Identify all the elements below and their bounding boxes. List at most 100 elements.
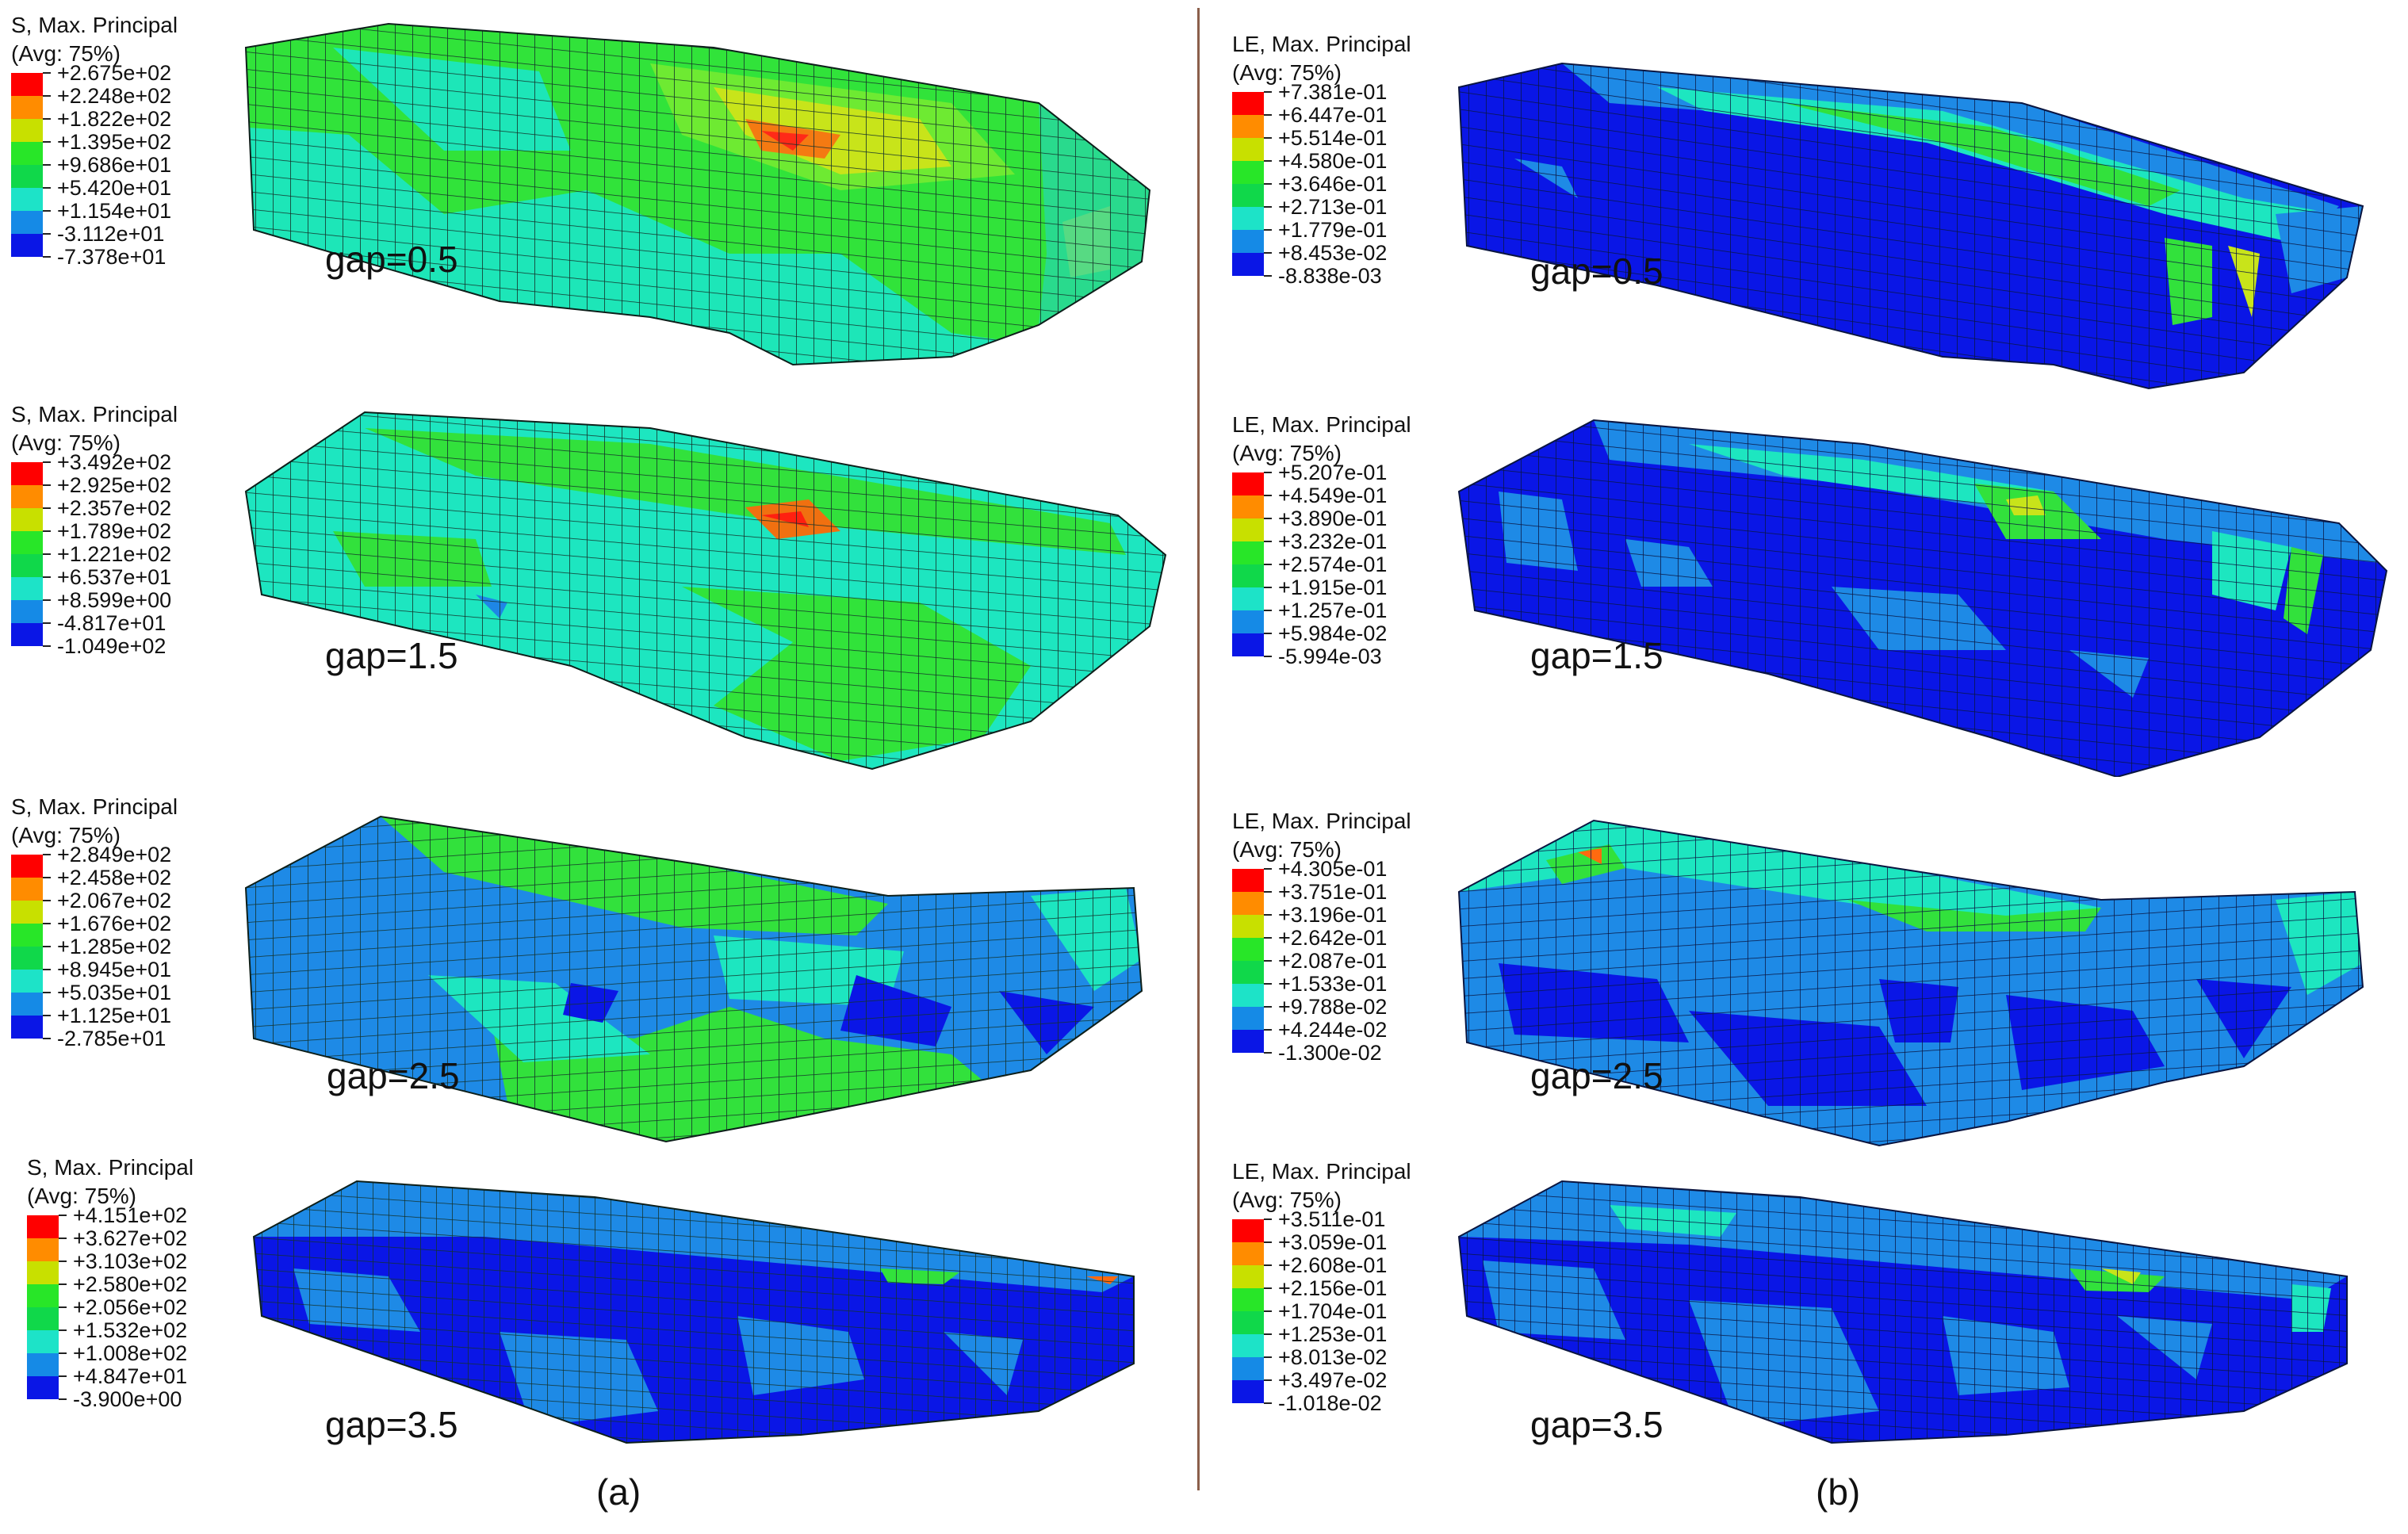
- legend-level-value: +1.676e+02: [57, 912, 172, 935]
- legend-level-value: +2.580e+02: [73, 1272, 188, 1296]
- legend-tick: [1264, 1287, 1272, 1289]
- legend-level-value: +1.915e-01: [1278, 576, 1388, 599]
- legend-level-value: +6.537e+01: [57, 565, 172, 589]
- legend-swatch: [11, 554, 43, 577]
- legend-level-value: +9.788e-02: [1278, 995, 1388, 1019]
- legend-tick: [59, 1260, 67, 1262]
- stress-contour-beam: [244, 411, 1167, 771]
- legend-level-value: +1.533e-01: [1278, 972, 1388, 996]
- legend-tick: [59, 1375, 67, 1377]
- legend-swatch: [11, 142, 43, 165]
- legend-swatch: [11, 878, 43, 901]
- legend-swatch: [27, 1353, 59, 1376]
- legend-swatch: [1232, 1334, 1264, 1357]
- legend-level-value: +3.627e+02: [73, 1226, 188, 1250]
- legend-tick: [43, 645, 51, 647]
- legend-swatch: [1232, 1007, 1264, 1030]
- legend-swatch: [11, 993, 43, 1016]
- legend-swatch: [27, 1284, 59, 1307]
- legend-level-value: +1.253e-01: [1278, 1322, 1388, 1346]
- legend-swatch: [1232, 1242, 1264, 1265]
- strain-contour-beam: [1457, 1180, 2348, 1444]
- legend-level-value: +1.532e+02: [73, 1318, 188, 1342]
- legend-swatch: [1232, 1288, 1264, 1311]
- legend-tick: [43, 187, 51, 189]
- color-scale: +2.675e+02 +2.248e+02 +1.822e+02 +1.395e+02…: [11, 63, 249, 268]
- legend-swatch: [11, 623, 43, 646]
- legend-swatch: [11, 901, 43, 924]
- legend-swatch: [11, 1016, 43, 1039]
- color-scale: +3.492e+02 +2.925e+02 +2.357e+02 +1.789e+02…: [11, 452, 249, 658]
- legend-avg: (Avg: 75%): [11, 430, 121, 455]
- legend-level-value: +3.751e-01: [1278, 880, 1388, 904]
- legend-tick: [59, 1215, 67, 1216]
- legend-level-value: +2.067e+02: [57, 889, 172, 912]
- legend-level-value: -4.817e+01: [57, 611, 167, 635]
- legend-tick: [43, 233, 51, 235]
- legend-tick: [59, 1352, 67, 1354]
- legend-tick: [1264, 914, 1272, 916]
- gap-label: gap=2.5: [1530, 1055, 1663, 1096]
- legend-swatch: [1232, 184, 1264, 207]
- legend-tick: [43, 484, 51, 486]
- legend-tick: [1264, 960, 1272, 962]
- legend-strain-gap-2-5: LE, Max. Principal (Avg: 75%) +4.305e-01…: [1232, 807, 1470, 1064]
- legend-level-value: +2.849e+02: [57, 843, 172, 866]
- color-scale: +7.381e-01 +6.447e-01 +5.514e-01 +4.580e-01…: [1232, 82, 1470, 287]
- legend-swatch: [11, 970, 43, 993]
- legend-tick: [59, 1306, 67, 1308]
- legend-tick: [1264, 1006, 1272, 1008]
- legend-level-value: +4.151e+02: [73, 1203, 188, 1227]
- legend-tick: [43, 946, 51, 947]
- legend-tick: [1264, 495, 1272, 496]
- legend-tick: [1264, 656, 1272, 657]
- legend-tick: [1264, 91, 1272, 93]
- legend-swatch: [27, 1215, 59, 1238]
- legend-swatch: [27, 1330, 59, 1353]
- legend-level-value: +2.357e+02: [57, 496, 172, 520]
- legend-tick: [43, 900, 51, 901]
- legend-title: LE, Max. Principal: [1232, 1159, 1411, 1184]
- legend-tick: [43, 854, 51, 855]
- legend-strain-gap-3-5: LE, Max. Principal (Avg: 75%) +3.511e-01…: [1232, 1157, 1470, 1414]
- legend-tick: [43, 461, 51, 463]
- color-scale: +4.305e-01 +3.751e-01 +3.196e-01 +2.642e-01…: [1232, 859, 1470, 1064]
- strain-contour-beam: [1457, 62, 2364, 390]
- legend-title: LE, Max. Principal: [1232, 412, 1411, 437]
- legend-level-value: -1.049e+02: [57, 634, 167, 658]
- legend-tick: [1264, 1379, 1272, 1381]
- legend-level-value: +1.779e-01: [1278, 218, 1388, 242]
- legend-swatch: [1232, 1265, 1264, 1288]
- legend-swatch: [11, 485, 43, 508]
- legend-level-value: +1.395e+02: [57, 130, 172, 154]
- legend-tick: [1264, 275, 1272, 277]
- legend-level-value: +2.713e-01: [1278, 195, 1388, 219]
- legend-swatch: [1232, 915, 1264, 938]
- legend-tick: [43, 141, 51, 143]
- legend-level-value: +1.704e-01: [1278, 1299, 1388, 1323]
- legend-swatch: [1232, 495, 1264, 518]
- legend-tick: [1264, 160, 1272, 162]
- legend-tick: [1264, 564, 1272, 565]
- legend-tick: [43, 210, 51, 212]
- legend-tick: [43, 877, 51, 878]
- legend-level-value: +1.008e+02: [73, 1341, 188, 1365]
- legend-swatch: [1232, 115, 1264, 138]
- legend-level-value: +2.458e+02: [57, 866, 172, 889]
- legend-avg: (Avg: 75%): [27, 1184, 136, 1208]
- legend-level-value: +3.646e-01: [1278, 172, 1388, 196]
- gap-label: gap=0.5: [1530, 251, 1663, 292]
- legend-swatch: [11, 577, 43, 600]
- legend-swatch: [11, 234, 43, 257]
- legend-swatch: [1232, 961, 1264, 984]
- legend-avg: (Avg: 75%): [11, 823, 121, 847]
- stress-contour-beam: [244, 22, 1151, 366]
- legend-title: S, Max. Principal: [27, 1155, 194, 1180]
- legend-title: S, Max. Principal: [11, 794, 178, 819]
- legend-swatch: [1232, 1357, 1264, 1380]
- legend-stress-gap-3-5: S, Max. Principal (Avg: 75%) +4.151e+02 +…: [27, 1153, 265, 1410]
- legend-swatch: [1232, 1030, 1264, 1053]
- legend-level-value: +4.847e+01: [73, 1364, 188, 1388]
- legend-swatch: [11, 600, 43, 623]
- legend-level-value: +4.549e-01: [1278, 484, 1388, 507]
